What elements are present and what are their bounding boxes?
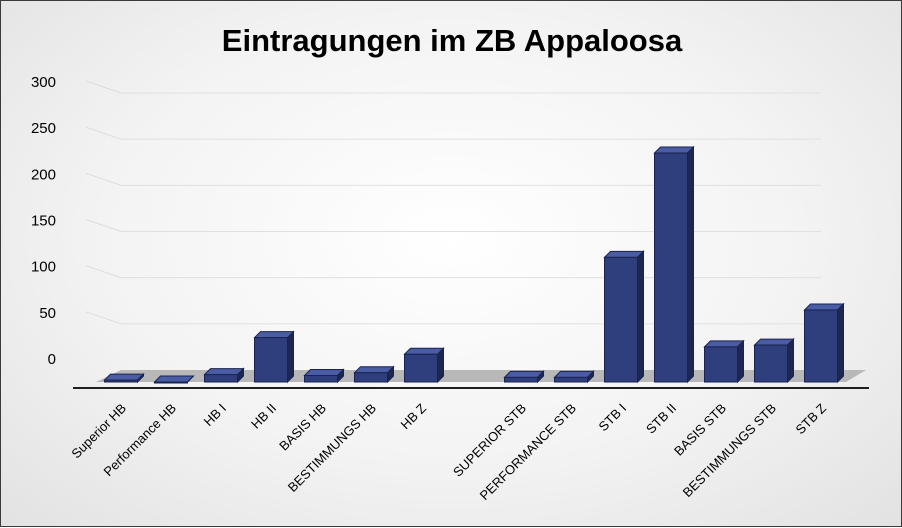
x-tick-label: PERFORMANCE STB — [477, 401, 580, 504]
bar — [403, 347, 445, 384]
bar-front — [804, 309, 838, 383]
gridline-depth — [85, 80, 122, 94]
bar — [153, 375, 195, 384]
bar-front — [204, 374, 238, 383]
bar-side — [287, 330, 294, 384]
bar-front — [254, 337, 288, 383]
bar — [753, 337, 795, 384]
bar-side — [687, 145, 694, 384]
x-tick-label: HB Z — [398, 400, 430, 432]
bar — [253, 330, 295, 384]
bar-front — [304, 375, 338, 383]
x-tick-label: STB I — [596, 401, 630, 435]
gridline-depth — [85, 219, 122, 232]
y-tick-label: 200 — [31, 166, 56, 183]
bar-front — [154, 381, 188, 384]
bar-top — [653, 146, 695, 154]
y-tick-label: 150 — [31, 213, 56, 230]
bar-front — [504, 376, 538, 383]
bar-front — [704, 346, 738, 383]
x-tick-label: STB II — [643, 401, 679, 437]
bar-side — [787, 337, 794, 384]
bar — [353, 365, 395, 384]
bar-front — [554, 376, 588, 383]
bar-top — [553, 370, 595, 378]
bar — [203, 367, 245, 384]
bar-top — [753, 338, 795, 346]
bar-front — [604, 256, 638, 383]
bar-front — [754, 344, 788, 383]
bar — [803, 302, 845, 384]
bar-top — [803, 303, 845, 311]
bar-top — [603, 250, 645, 258]
bar-top — [253, 331, 295, 339]
gridline-depth — [85, 172, 122, 186]
bar-side — [637, 250, 644, 384]
x-tick-label: BASIS HB — [276, 401, 329, 454]
bar — [603, 250, 645, 384]
bar — [503, 370, 545, 384]
bar-top — [703, 340, 745, 348]
x-tick-label: HB I — [201, 401, 229, 429]
bar — [653, 145, 695, 384]
bar-top — [353, 366, 395, 374]
gridline-depth — [85, 126, 122, 140]
y-tick-label: 50 — [39, 305, 56, 322]
chart-title: Eintragungen im ZB Appaloosa — [221, 23, 683, 58]
y-tick-label: 0 — [48, 351, 56, 368]
y-tick-label: 300 — [31, 74, 56, 91]
bar-top — [203, 368, 245, 376]
x-tick-label: BESTIMMUNGS HB — [285, 401, 379, 495]
bar-front — [404, 353, 438, 383]
bar-front — [104, 379, 138, 383]
bar-top — [153, 375, 195, 383]
bar-top — [103, 373, 145, 381]
bar-side — [837, 302, 844, 384]
bar — [303, 368, 345, 384]
bar-top — [503, 370, 545, 378]
x-tick-label: HB II — [248, 401, 279, 432]
bar-front — [654, 152, 688, 383]
bar-top — [403, 347, 445, 355]
bar-side — [437, 347, 444, 384]
x-tick-label: BESTIMMUNGS STB — [680, 401, 779, 500]
bar-top — [303, 369, 345, 377]
bar — [553, 370, 595, 384]
y-tick-label: 100 — [31, 259, 56, 276]
bar-side — [187, 375, 194, 383]
gridline-depth — [85, 265, 122, 279]
bar — [103, 372, 145, 384]
bar — [703, 339, 745, 384]
gridline-depth — [85, 311, 122, 325]
bar-front — [354, 372, 388, 383]
bar-side — [737, 339, 744, 384]
y-tick-label: 250 — [31, 120, 56, 137]
x-tick-label: STB Z — [792, 400, 829, 437]
